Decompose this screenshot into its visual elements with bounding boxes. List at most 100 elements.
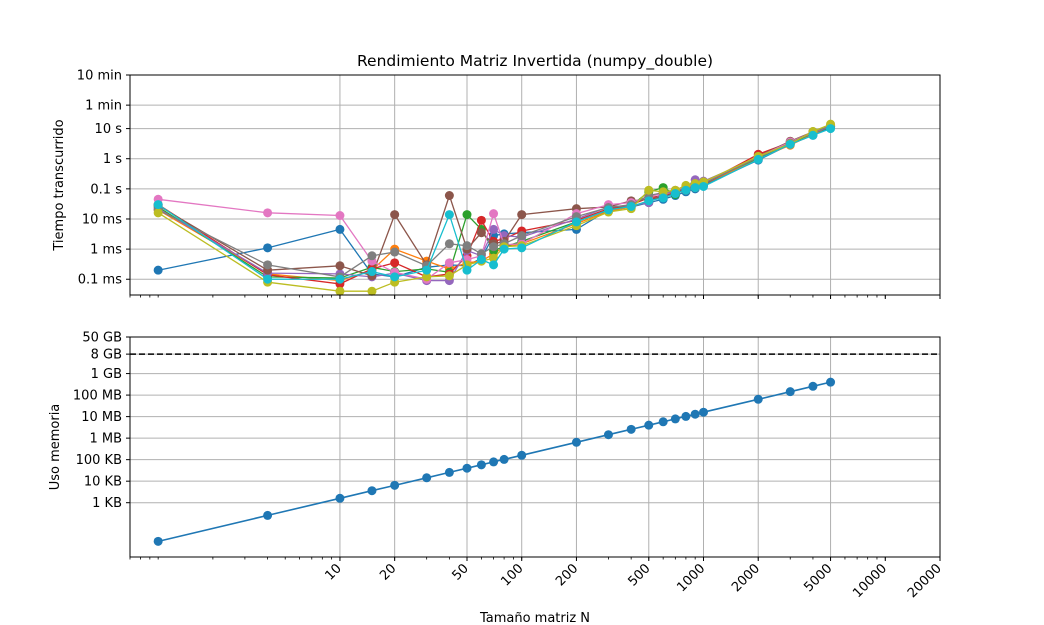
time-data-point [263, 208, 273, 218]
memory-data-point [681, 411, 691, 421]
time-data-point [476, 215, 486, 225]
memory-y-tick-label: 10 KB [84, 475, 122, 490]
time-data-point [367, 251, 377, 261]
memory-data-point [153, 536, 163, 546]
time-y-tick-label: 1 s [103, 152, 122, 167]
time-data-point [444, 239, 454, 249]
time-data-point [390, 272, 400, 282]
time-data-point [390, 258, 400, 268]
memory-y-tick-label: 1 KB [92, 496, 122, 511]
memory-y-tick-label: 10 MB [81, 410, 122, 425]
time-data-point [476, 255, 486, 265]
memory-y-tick-label: 100 MB [73, 389, 122, 404]
memory-data-point [476, 460, 486, 470]
time-data-point [644, 196, 654, 206]
time-data-point [670, 189, 680, 199]
time-data-point [499, 244, 509, 254]
time-data-point [626, 201, 636, 211]
memory-y-tick-label: 8 GB [91, 348, 122, 363]
memory-series-0 [153, 377, 836, 546]
time-data-point [644, 185, 654, 195]
time-data-point [335, 261, 345, 271]
time-data-point [263, 274, 273, 284]
time-data-point [367, 286, 377, 296]
memory-data-point [462, 463, 472, 473]
time-data-point [444, 271, 454, 281]
memory-data-point [489, 457, 499, 467]
memory-data-point [390, 480, 400, 490]
time-data-point [335, 224, 345, 234]
memory-data-point [785, 387, 795, 397]
memory-data-point [444, 467, 454, 477]
memory-data-point [335, 493, 345, 503]
memory-y-tick-label: 100 KB [76, 453, 122, 468]
memory-data-point [670, 414, 680, 424]
time-y-axis-label: Tiempo transcurrido [52, 119, 67, 251]
memory-data-point [422, 473, 432, 483]
memory-data-point [826, 377, 836, 387]
time-data-point [476, 228, 486, 238]
time-data-point [690, 183, 700, 193]
time-data-point [517, 231, 527, 241]
time-data-point [263, 260, 273, 270]
time-data-point [517, 243, 527, 253]
time-data-point [335, 274, 345, 284]
time-panel-frame [129, 74, 941, 296]
time-data-point [658, 187, 668, 197]
memory-data-point [626, 424, 636, 434]
memory-data-point [753, 394, 763, 404]
time-data-point [489, 209, 499, 219]
memory-data-point [808, 381, 818, 391]
time-data-point [444, 191, 454, 201]
time-y-tick-label: 10 min [77, 69, 122, 84]
memory-data-point [698, 407, 708, 417]
memory-y-tick-label: 1 MB [89, 432, 122, 447]
time-data-point [489, 260, 499, 270]
time-data-point [698, 181, 708, 191]
memory-data-point [690, 409, 700, 419]
time-y-tick-label: 0.1 s [90, 182, 122, 197]
time-data-point [603, 205, 613, 215]
x-axis-label: Tamaño matriz N [479, 611, 590, 625]
time-data-point [517, 210, 527, 220]
time-data-point [153, 208, 163, 218]
time-data-point [444, 210, 454, 220]
time-data-point [335, 211, 345, 221]
memory-y-tick-label: 50 GB [82, 331, 122, 346]
time-data-point [422, 265, 432, 275]
memory-data-point [263, 510, 273, 520]
time-y-tick-label: 1 ms [90, 243, 122, 258]
time-data-point [489, 224, 499, 234]
memory-panel-frame [129, 336, 941, 558]
time-y-tick-label: 1 min [85, 99, 122, 114]
time-data-point [681, 185, 691, 195]
time-data-point [390, 210, 400, 220]
time-data-point [263, 243, 273, 253]
time-data-point [390, 247, 400, 257]
memory-panel-series [153, 377, 836, 546]
time-panel: 0.1 ms 1 ms 10 ms 0.1 s 1 s 10 s 1 min 10 min R… [52, 52, 941, 299]
memory-data-point [499, 454, 509, 464]
memory-data-point [571, 437, 581, 447]
time-data-point [153, 265, 163, 275]
time-data-point [367, 267, 377, 277]
memory-data-point [658, 417, 668, 427]
time-data-point [462, 210, 472, 220]
time-panel-ticks: 0.1 ms 1 ms 10 ms 0.1 s 1 s 10 s 1 min 10 min [77, 69, 941, 299]
time-data-point [489, 242, 499, 252]
time-data-point [153, 200, 163, 210]
memory-y-tick-label: 1 GB [91, 367, 122, 382]
memory-data-point [517, 450, 527, 460]
time-y-tick-label: 0.1 ms [78, 273, 122, 288]
time-series-9 [153, 124, 836, 284]
memory-y-axis-label: Uso memoria [48, 404, 63, 491]
memory-data-point [644, 420, 654, 430]
time-y-tick-label: 10 ms [82, 212, 122, 227]
time-data-point [808, 130, 818, 140]
time-data-point [571, 217, 581, 227]
time-panel-series [153, 119, 836, 296]
time-data-point [658, 193, 668, 203]
memory-data-point [603, 430, 613, 440]
time-data-point [462, 265, 472, 275]
